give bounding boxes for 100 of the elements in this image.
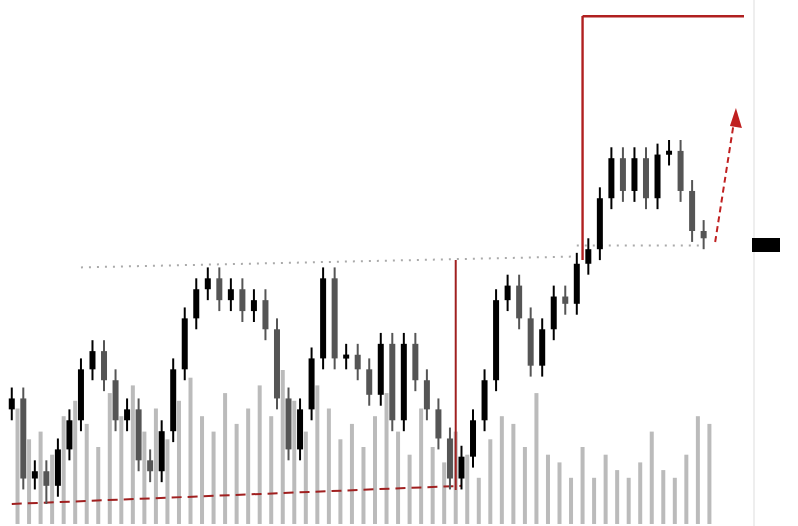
candlestick	[550, 284, 557, 342]
candlestick	[608, 146, 615, 211]
bar	[142, 431, 147, 524]
bar	[649, 431, 654, 524]
candlestick	[297, 397, 304, 462]
bar	[476, 477, 481, 524]
candlestick	[619, 146, 626, 203]
candlestick	[458, 444, 465, 491]
bar	[638, 462, 643, 524]
bar	[130, 385, 135, 524]
bar	[119, 416, 124, 524]
candlestick	[642, 146, 649, 211]
candlestick	[366, 357, 373, 407]
bar	[534, 393, 539, 524]
candlestick	[527, 306, 534, 378]
bar	[361, 447, 366, 524]
bar	[61, 416, 66, 524]
candlestick	[446, 426, 453, 491]
candlestick	[54, 437, 61, 498]
bar	[603, 454, 608, 524]
candlestick	[250, 288, 257, 323]
bar	[38, 431, 43, 524]
candlestick	[654, 142, 661, 211]
candlestick	[689, 179, 696, 243]
candlestick	[504, 273, 511, 313]
bar	[569, 477, 574, 524]
bar	[511, 423, 516, 524]
bar	[338, 439, 343, 524]
candlestick	[31, 459, 38, 491]
candlestick	[412, 331, 419, 393]
candlestick	[101, 339, 108, 393]
bar	[684, 454, 689, 524]
bar	[430, 447, 435, 524]
bar	[246, 408, 251, 524]
candlestick	[700, 219, 707, 251]
bar	[27, 439, 32, 524]
bar	[84, 423, 89, 524]
bar	[442, 462, 447, 524]
candlestick	[539, 317, 546, 378]
candlestick	[204, 266, 211, 302]
bar	[672, 477, 677, 524]
candlestick	[112, 368, 119, 433]
bar	[695, 416, 700, 524]
candlestick	[435, 397, 442, 451]
candlestick	[354, 342, 361, 382]
bar	[545, 454, 550, 524]
bar	[661, 470, 666, 524]
bar	[165, 439, 170, 524]
bar	[234, 423, 239, 524]
bar	[303, 431, 308, 524]
bar	[269, 416, 274, 524]
candlestick	[239, 277, 246, 323]
bar	[223, 393, 228, 524]
candlestick	[481, 368, 488, 433]
bar	[396, 431, 401, 524]
bar	[384, 393, 389, 524]
candlestick	[262, 288, 269, 342]
bar	[211, 431, 216, 524]
bar	[465, 454, 470, 524]
bar	[96, 447, 101, 524]
candlestick	[631, 146, 638, 203]
candlestick	[43, 459, 50, 505]
bar	[315, 385, 320, 524]
candlestick	[516, 273, 523, 331]
candlestick	[158, 419, 165, 484]
candlestick	[470, 408, 477, 469]
candlestick	[8, 386, 15, 422]
candlestick	[227, 277, 234, 313]
candlestick	[124, 397, 131, 433]
bar	[200, 416, 205, 524]
bar	[188, 377, 193, 524]
candlestick	[66, 408, 73, 462]
bar	[373, 416, 377, 524]
bar	[176, 400, 181, 524]
bar	[419, 408, 424, 524]
candlestick	[585, 237, 592, 276]
bar	[580, 447, 585, 524]
bar	[488, 439, 493, 524]
bar	[50, 454, 55, 524]
candlestick	[423, 368, 430, 422]
candlestick	[343, 342, 350, 371]
bar	[707, 423, 712, 524]
bar	[257, 385, 262, 524]
bar	[522, 447, 527, 524]
bar	[292, 400, 297, 524]
bar	[349, 423, 354, 524]
candlestick	[666, 139, 673, 167]
bar	[280, 370, 285, 524]
bar	[407, 454, 412, 524]
bar	[153, 408, 158, 524]
bar	[499, 416, 504, 524]
candlestick	[216, 266, 223, 313]
bar	[107, 393, 112, 524]
bar	[626, 477, 631, 524]
candlestick	[89, 339, 96, 382]
candlestick	[562, 284, 569, 316]
candlestick	[193, 277, 200, 331]
bar	[557, 462, 562, 524]
candlestick	[573, 251, 580, 316]
candlestick	[677, 139, 684, 203]
